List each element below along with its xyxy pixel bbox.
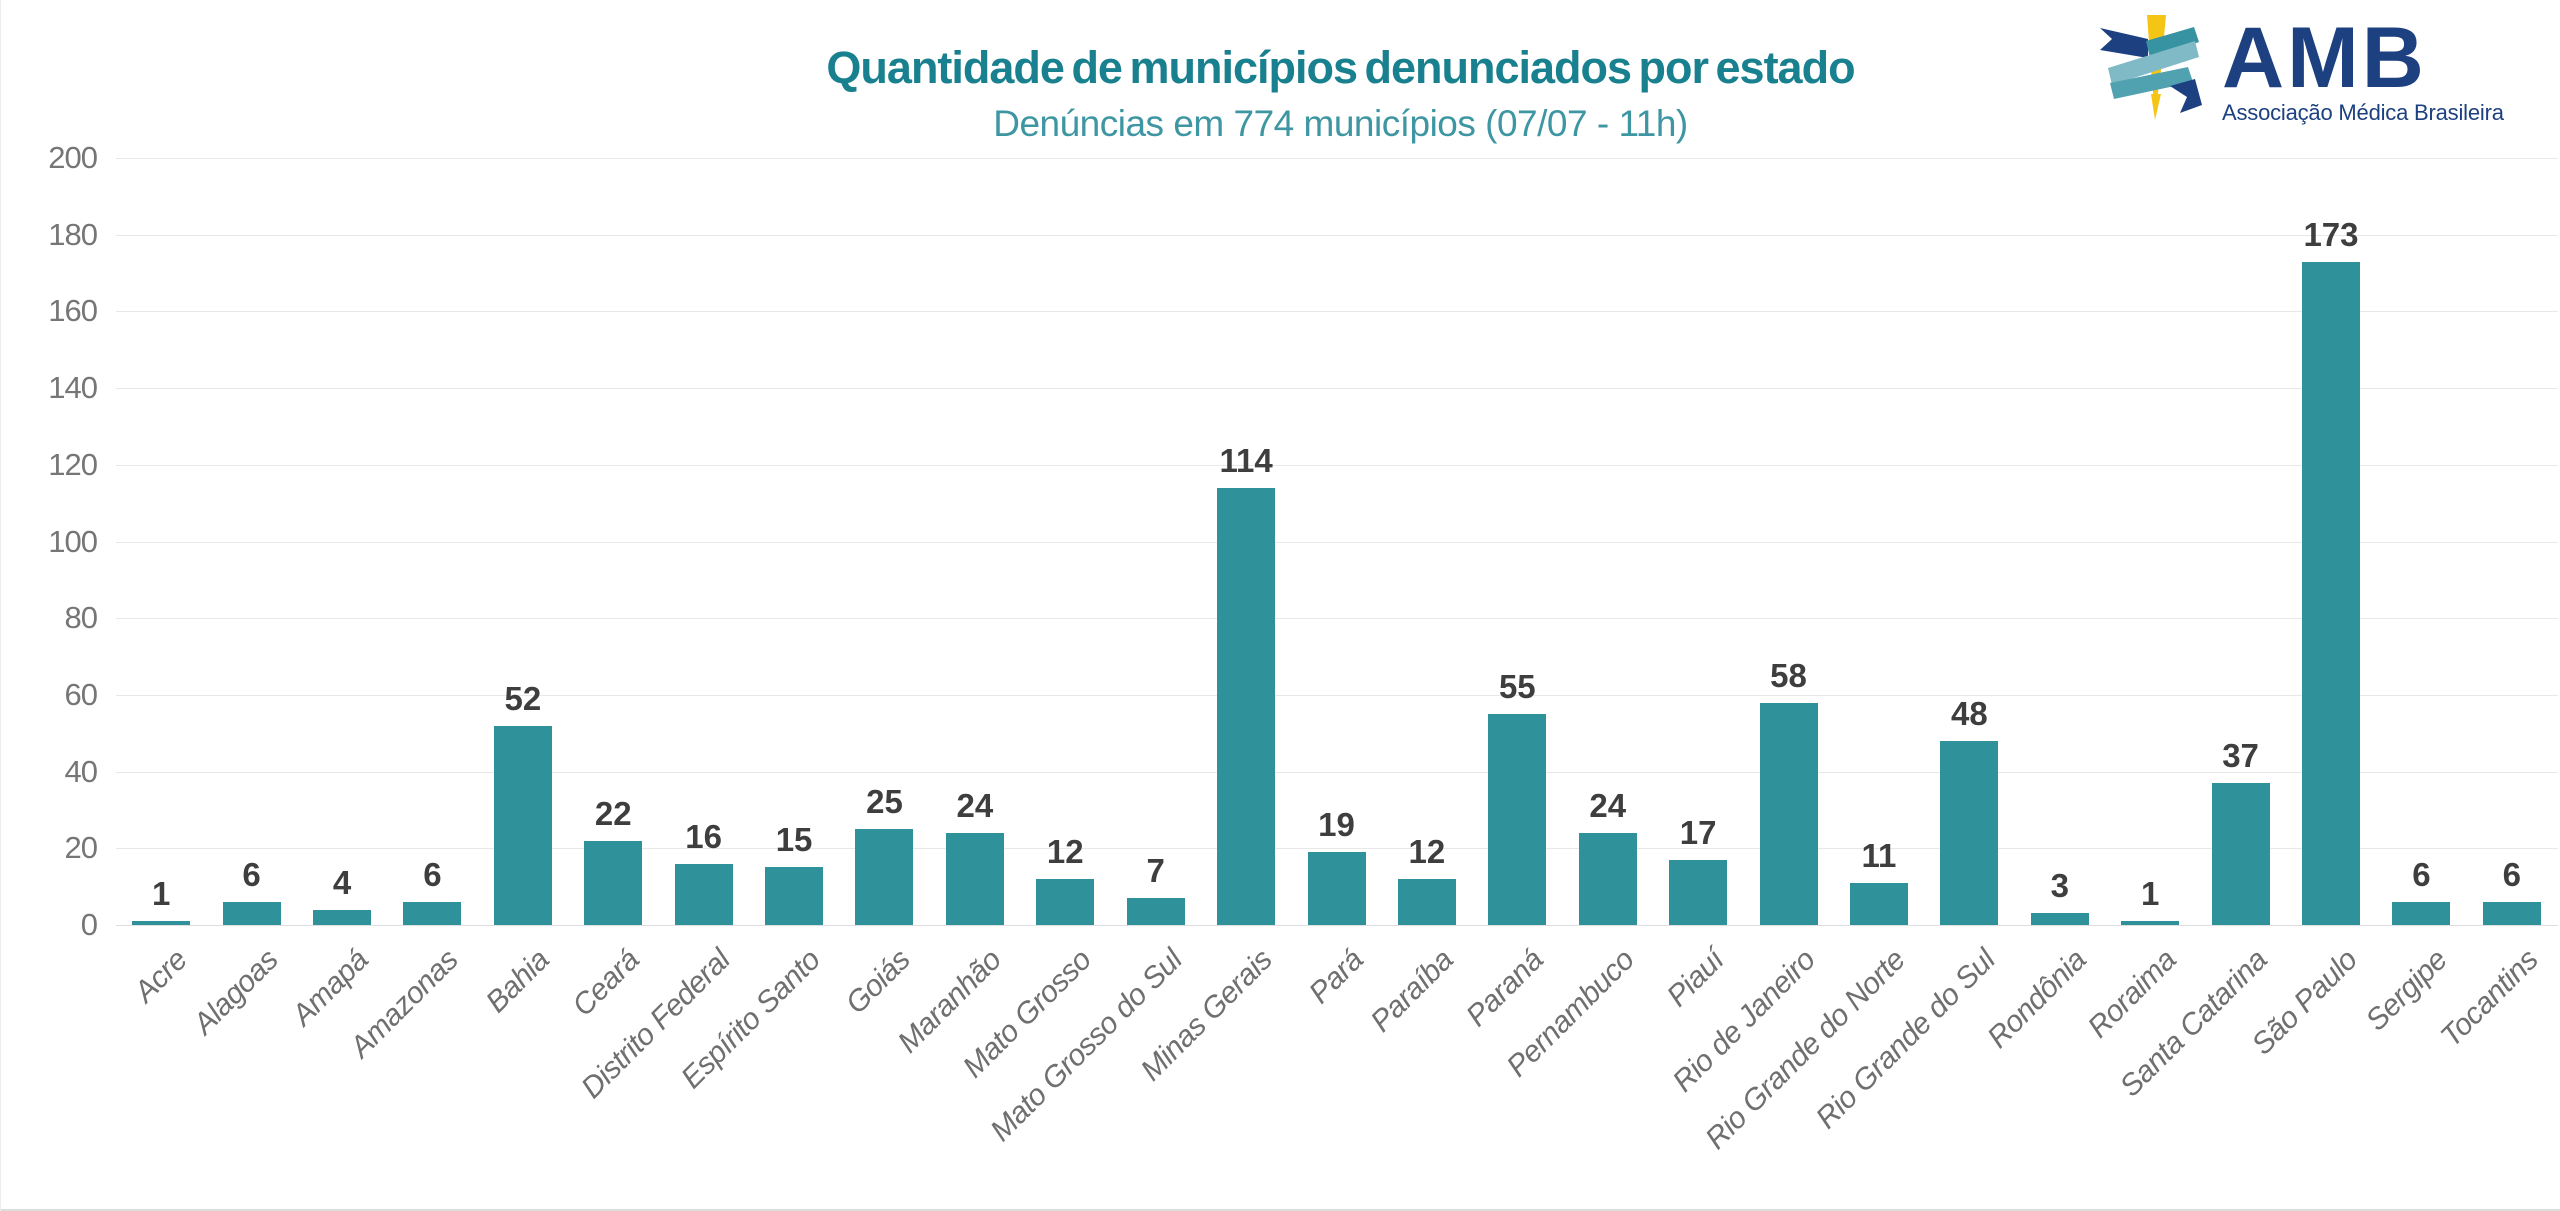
y-axis-tick-label: 160 (48, 293, 98, 329)
bar (765, 867, 824, 925)
bar (2030, 913, 2089, 925)
amb-full-name: Associação Médica Brasileira (2222, 100, 2504, 125)
gridline (116, 158, 2558, 159)
bar-value-label: 114 (1219, 441, 1273, 479)
y-axis-tick-label: 200 (48, 140, 98, 175)
gridline (116, 771, 2558, 773)
gridline (116, 541, 2558, 543)
gridline (116, 388, 2558, 390)
gridline (116, 234, 2558, 236)
bar (1940, 740, 1999, 925)
bar (855, 829, 914, 925)
bar (945, 832, 1004, 925)
gridline (116, 848, 2558, 850)
bar-value-label: 48 (1950, 694, 1988, 732)
y-axis-tick-label: 140 (48, 370, 98, 406)
bar (1488, 714, 1547, 925)
bar-value-label: 6 (2412, 855, 2431, 893)
chart-subtitle: Denúncias em 774 municípios (07/07 - 11h… (993, 103, 1688, 145)
amb-caduceus-icon (2100, 15, 2202, 120)
amb-acronym: AMB (2222, 10, 2427, 106)
bar (1126, 898, 1185, 925)
x-axis-label: Tocantins (2434, 943, 2545, 1054)
amb-logo: AMB Associação Médica Brasileira (2094, 12, 2504, 126)
bar (313, 909, 372, 925)
bar (1217, 487, 1276, 925)
bar (1849, 882, 1908, 925)
y-axis-tick-label: 180 (48, 216, 98, 252)
bar-value-label: 37 (2222, 737, 2259, 775)
bar (2392, 901, 2451, 925)
bar (2211, 783, 2270, 925)
y-axis-tick-label: 20 (64, 830, 98, 866)
gridline (116, 464, 2558, 466)
screenshot-bottom-edge (1, 1209, 2560, 1211)
bar-value-label: 6 (242, 855, 261, 893)
bar (584, 840, 643, 925)
bar (674, 863, 733, 925)
bar-value-label: 6 (423, 855, 442, 893)
bar-value-label: 24 (1589, 786, 1627, 824)
bar-value-label: 15 (775, 821, 813, 859)
bar (2482, 901, 2541, 925)
bar-value-label: 11 (1861, 836, 1897, 874)
bar-value-label: 19 (1318, 806, 1355, 844)
amb-logo-text: AMB Associação Médica Brasileira (2222, 12, 2504, 126)
bar-value-label: 12 (1046, 832, 1084, 870)
bar (1759, 702, 1818, 925)
gridline (116, 925, 2558, 926)
gridline (116, 311, 2558, 313)
y-axis-tick-label: 0 (80, 907, 98, 942)
chart-header: Quantidade de municípios denunciados por… (121, 44, 2560, 145)
bar-value-label: 55 (1498, 668, 1536, 706)
bar (403, 901, 462, 925)
y-axis-tick-label: 40 (64, 753, 98, 789)
bar (1397, 878, 1456, 925)
y-axis-tick-label: 60 (64, 676, 98, 712)
bar (132, 921, 191, 925)
bar-value-label: 1 (2140, 875, 2160, 913)
bar-value-label: 16 (685, 817, 722, 855)
bar-value-label: 173 (2303, 215, 2359, 253)
bar (1307, 852, 1366, 925)
bar-value-label: 1 (152, 875, 171, 913)
y-axis-tick-label: 100 (48, 523, 98, 559)
bar (1036, 878, 1095, 925)
bar-value-label: 4 (332, 863, 352, 901)
bar (1578, 832, 1637, 925)
bar-value-label: 12 (1408, 832, 1446, 870)
bar (222, 901, 281, 925)
bar-value-label: 24 (956, 786, 994, 824)
bar-value-label: 7 (1146, 852, 1165, 890)
bar-value-label: 25 (866, 783, 903, 821)
gridline (116, 694, 2558, 696)
bar-value-label: 22 (594, 794, 632, 832)
bar (2121, 921, 2180, 925)
y-axis-tick-label: 120 (48, 446, 98, 482)
bar (493, 725, 552, 925)
bar (1669, 859, 1728, 925)
bar (2301, 261, 2360, 925)
bar-value-label: 3 (2050, 867, 2069, 905)
bar-value-label: 52 (504, 679, 542, 717)
bar-value-label: 6 (2502, 855, 2521, 893)
bar-value-label: 58 (1770, 656, 1807, 694)
bar-value-label: 17 (1679, 813, 1717, 851)
chart-title: Quantidade de municípios denunciados por… (826, 42, 1855, 93)
y-axis-tick-label: 80 (64, 600, 98, 636)
gridline (116, 618, 2558, 620)
